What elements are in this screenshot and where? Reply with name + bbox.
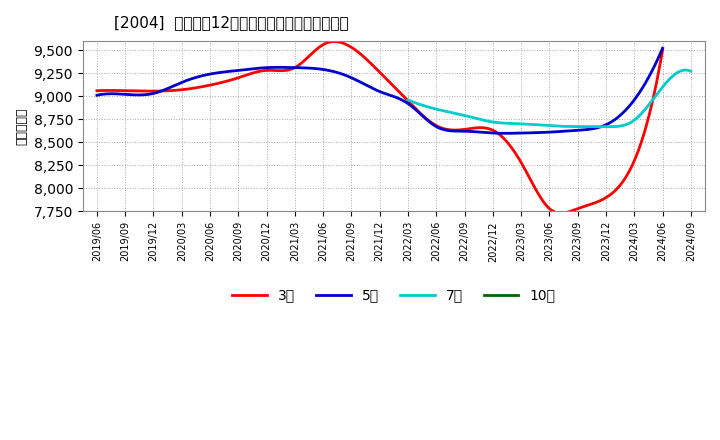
5年	[557, 129, 566, 134]
3年	[658, 48, 667, 53]
5年	[364, 84, 373, 89]
7年	[557, 124, 565, 129]
3年	[93, 88, 102, 93]
5年	[399, 98, 408, 103]
7年	[540, 123, 549, 128]
3年	[431, 122, 439, 128]
Text: [2004]  経常利益12か月移動合計の平均値の推移: [2004] 経常利益12か月移動合計の平均値の推移	[114, 15, 348, 30]
3年	[330, 39, 338, 44]
7年	[607, 124, 616, 129]
7年	[636, 112, 644, 117]
7年	[538, 123, 546, 128]
3年	[647, 104, 655, 109]
5年	[93, 93, 102, 98]
Line: 7年: 7年	[408, 70, 691, 127]
7年	[680, 67, 689, 73]
3年	[557, 211, 565, 216]
7年	[687, 69, 696, 74]
5年	[646, 72, 654, 77]
Line: 5年: 5年	[97, 48, 662, 133]
Legend: 3年, 5年, 7年, 10年: 3年, 5年, 7年, 10年	[227, 283, 561, 308]
7年	[681, 67, 690, 73]
7年	[404, 97, 413, 103]
3年	[559, 210, 567, 216]
Line: 3年: 3年	[97, 41, 662, 213]
5年	[500, 131, 509, 136]
5年	[361, 82, 370, 88]
Y-axis label: （百万円）: （百万円）	[15, 107, 28, 145]
7年	[572, 124, 581, 129]
3年	[400, 94, 408, 99]
5年	[429, 122, 438, 128]
3年	[362, 57, 371, 62]
5年	[658, 46, 667, 51]
3年	[366, 60, 374, 65]
